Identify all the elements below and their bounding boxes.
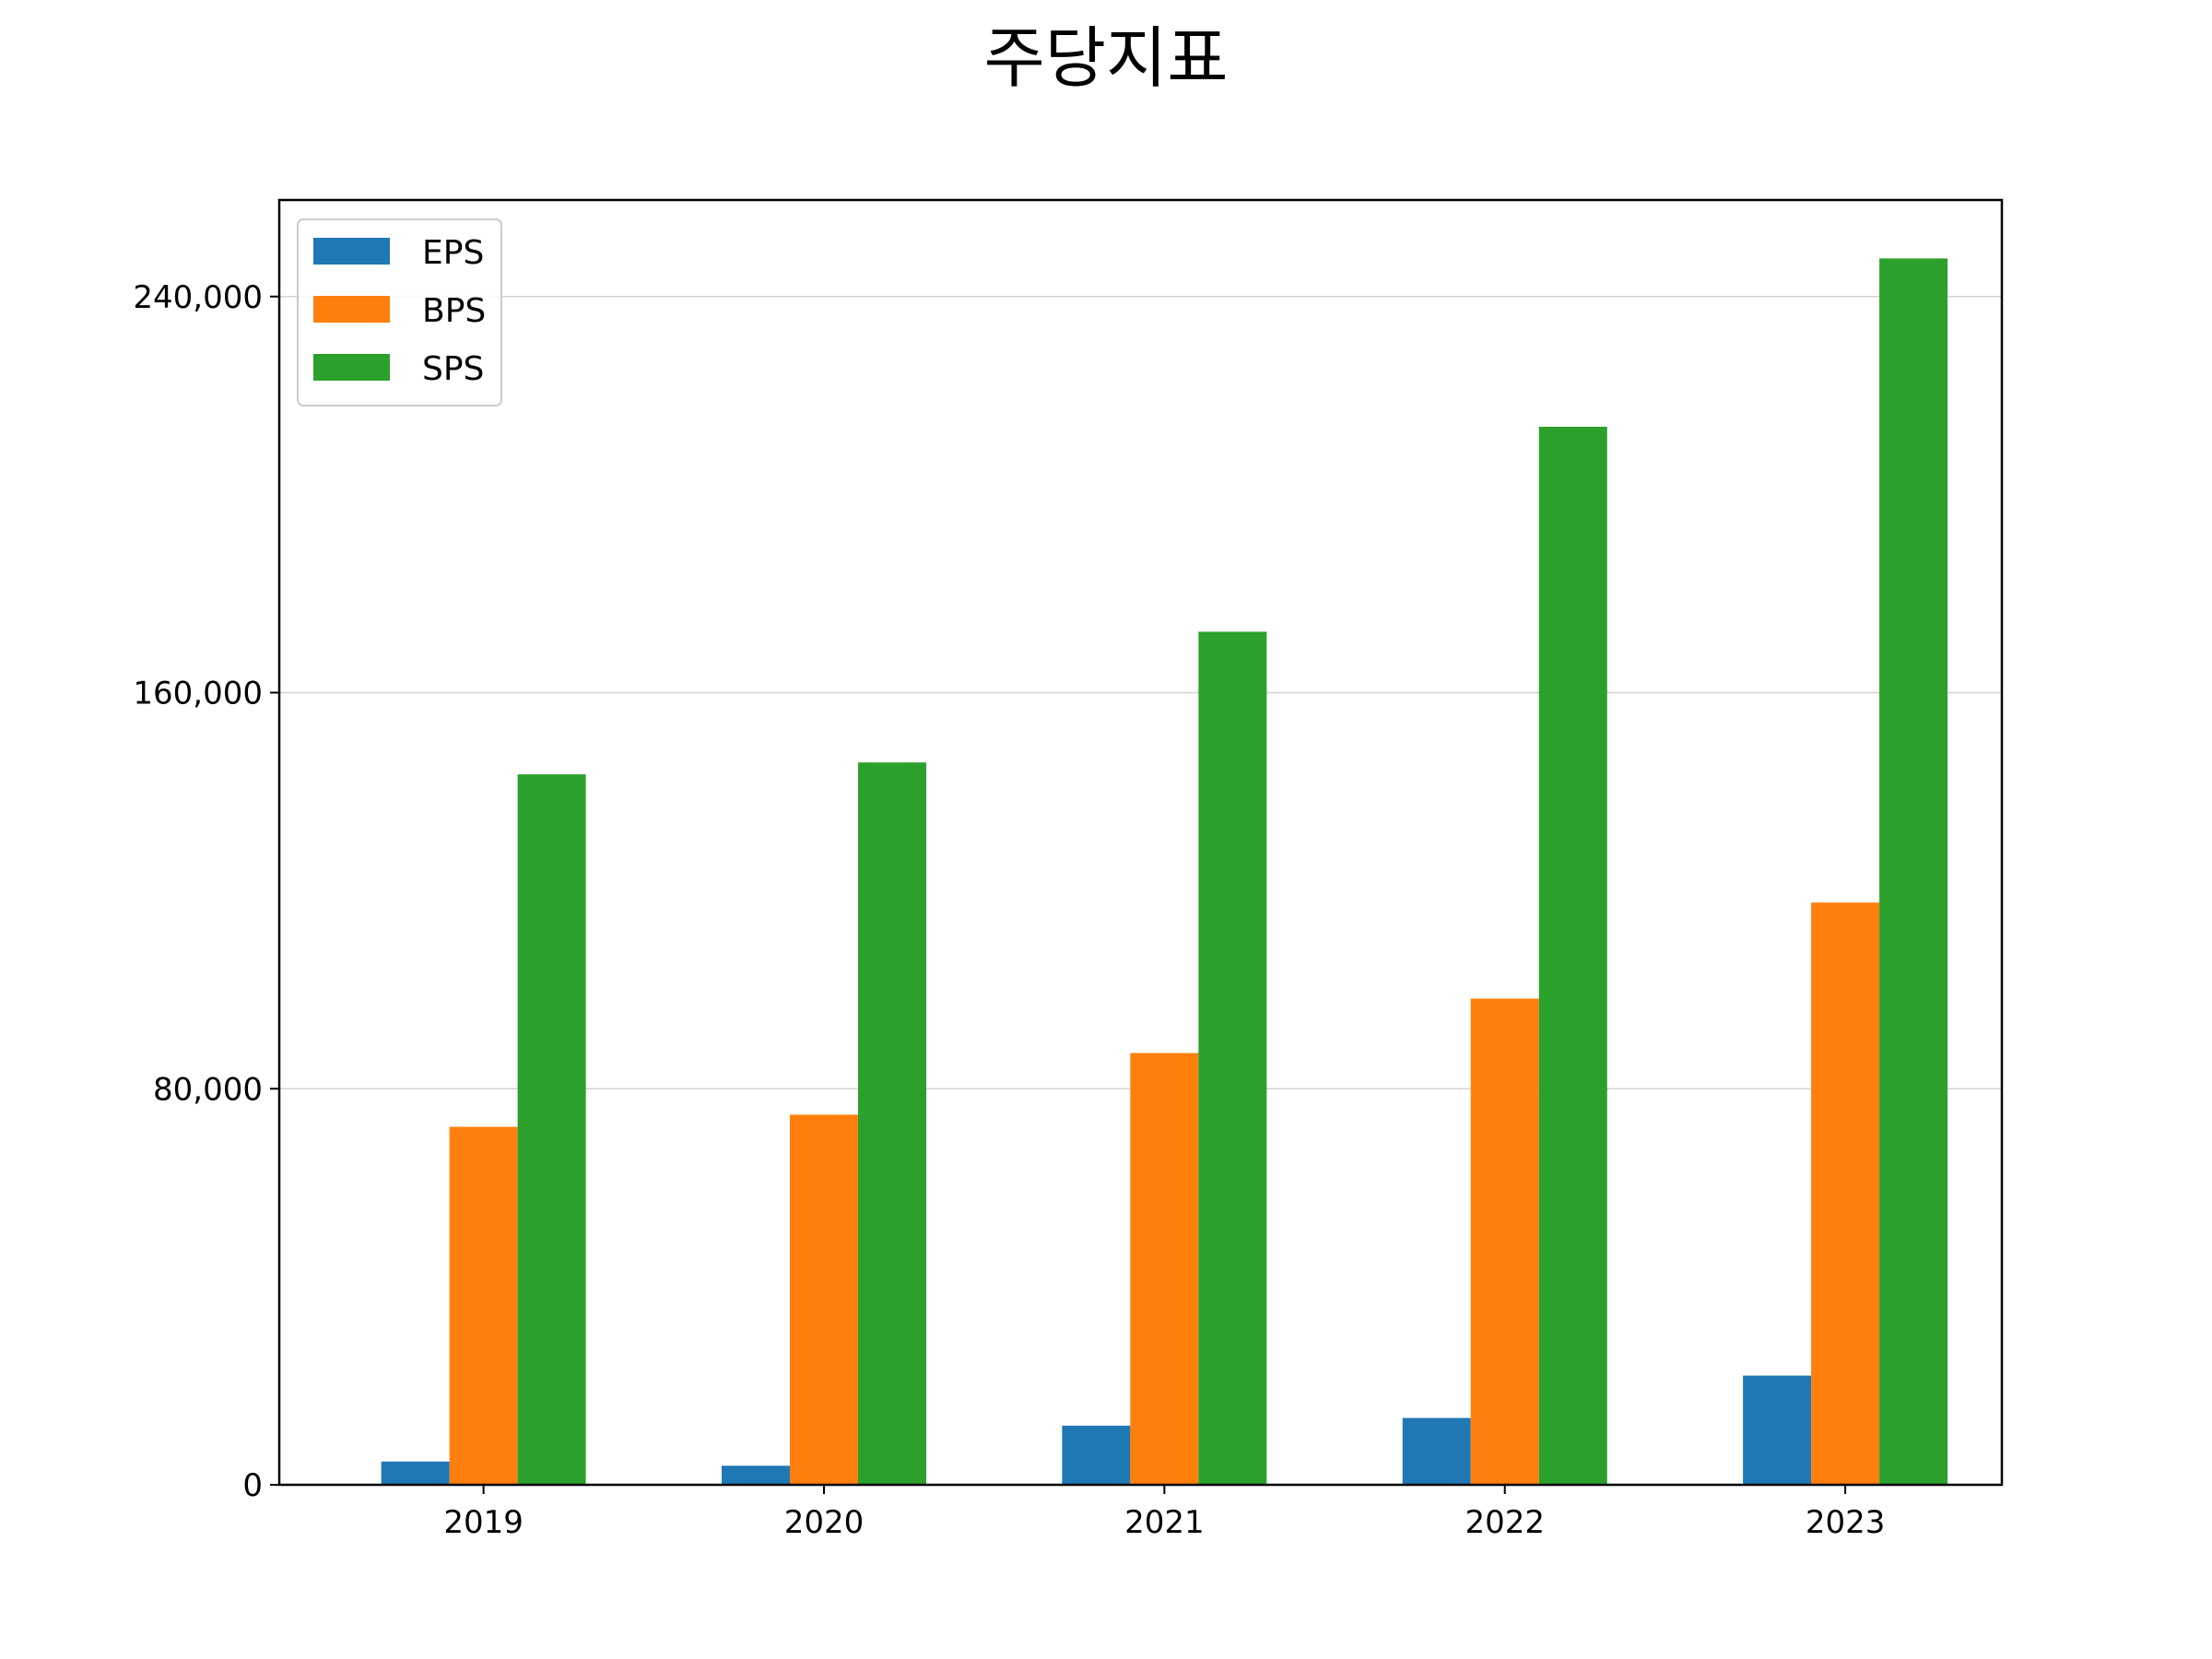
plot-area-frame <box>277 198 2004 1487</box>
y-axis: 0 80,000 160,000 240,000 <box>133 279 279 1504</box>
legend-label-bps: BPS <box>422 292 486 330</box>
y-tick-label: 160,000 <box>133 676 263 712</box>
y-tick-label: 240,000 <box>133 279 263 316</box>
bar-eps-2019 <box>381 1461 450 1485</box>
legend-swatch-sps <box>313 354 390 381</box>
x-tick-label: 2023 <box>1806 1504 1886 1541</box>
y-tick-label: 0 <box>242 1467 263 1504</box>
bar-bps-2023 <box>1811 902 1880 1485</box>
bar-bps-2022 <box>1470 998 1539 1485</box>
bar-eps-2022 <box>1402 1418 1471 1485</box>
legend-label-eps: EPS <box>422 234 484 272</box>
bar-bps-2021 <box>1130 1053 1199 1485</box>
x-tick-label: 2021 <box>1124 1504 1205 1541</box>
y-tick-label: 80,000 <box>153 1071 263 1108</box>
chart-title: 주당지표 <box>984 19 1229 97</box>
x-tick-label: 2019 <box>443 1504 524 1541</box>
bar-bps-2020 <box>789 1114 858 1485</box>
bar-eps-2023 <box>1743 1375 1812 1485</box>
legend-swatch-bps <box>313 296 390 323</box>
x-axis: 2019 2020 2021 2022 2023 <box>443 1485 1885 1541</box>
legend-swatch-eps <box>313 238 390 265</box>
x-tick-label: 2020 <box>784 1504 865 1541</box>
bar-sps-2023 <box>1879 258 1948 1485</box>
bar-eps-2020 <box>721 1465 790 1485</box>
bars <box>381 258 1948 1485</box>
legend: EPS BPS SPS <box>297 218 502 406</box>
bar-sps-2021 <box>1198 631 1267 1485</box>
bar-bps-2019 <box>449 1126 518 1485</box>
bar-sps-2022 <box>1538 427 1607 1485</box>
legend-label-sps: SPS <box>422 350 484 388</box>
bar-eps-2021 <box>1062 1425 1131 1485</box>
x-tick-label: 2022 <box>1465 1504 1545 1541</box>
bar-sps-2019 <box>517 774 586 1485</box>
bar-sps-2020 <box>857 762 926 1485</box>
